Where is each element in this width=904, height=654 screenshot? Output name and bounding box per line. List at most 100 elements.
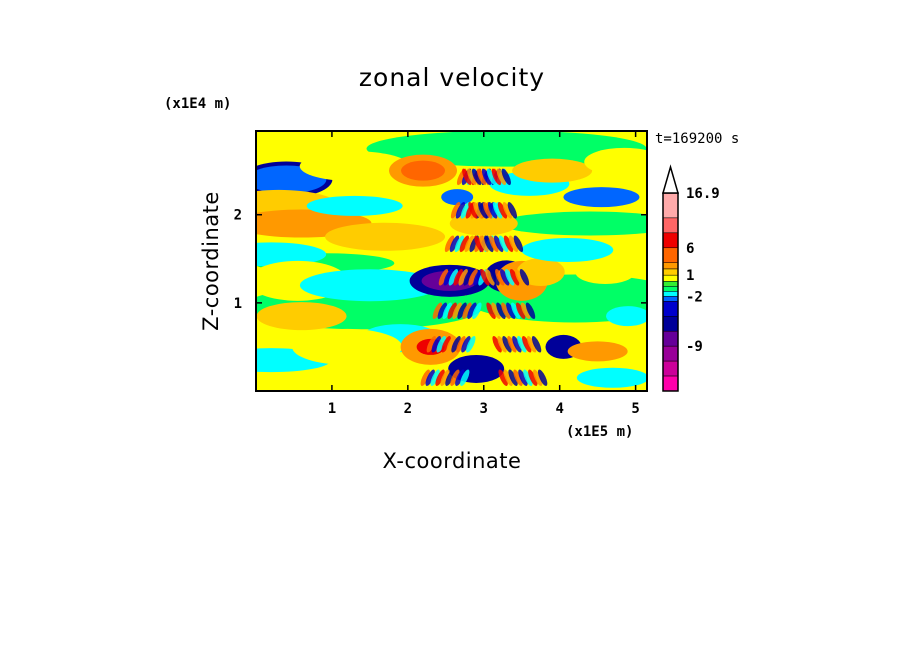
contour-patch [299,269,440,302]
colorbar-segment [662,316,679,332]
plot-area [256,131,647,391]
wave-streak [468,202,478,219]
colorbar-segment [662,217,679,234]
wave-streak [473,202,483,219]
wave-streak [420,369,430,387]
colorbar-labels: 16.9 6 1 -2 -9 [686,186,720,355]
wave-streak [450,369,460,387]
contour-patch [521,237,614,262]
contour-patch [256,302,347,331]
wave-streak [436,336,446,353]
wave-streak [504,269,515,286]
contour-patch [306,195,403,216]
colorbar-label: 6 [686,241,694,257]
wave-streak [454,235,465,253]
wave-streak [458,269,468,286]
wave-streak [503,369,513,387]
contour-patch [292,328,403,365]
y-axis-label: Z-coordinate [199,191,223,331]
x-axis-label: X-coordinate [383,449,522,473]
wave-streak [508,369,518,387]
colorbar-segment [662,330,679,347]
contour-patch [575,260,636,285]
contour-patch [512,158,593,183]
contour-patch [401,160,446,181]
wave-streak [431,336,441,353]
wave-streak [425,369,435,387]
wave-streak [483,202,493,219]
wave-streak [537,369,548,387]
x-tick-label: 5 [631,401,639,417]
wave-streak [462,168,472,186]
contour-patch [576,367,647,388]
wave-streak [472,168,482,186]
contour-patch [563,187,640,208]
wave-streak [453,269,463,286]
wave-streak [459,235,469,253]
wave-streak [462,302,472,320]
wave-streak [444,235,455,253]
wave-streak [460,369,470,387]
wave-streak [512,336,522,353]
wave-streak [526,336,537,353]
wave-streak [484,235,494,253]
wave-streak [481,168,492,186]
wave-streak [513,235,524,253]
wave-streak [452,302,462,320]
x-tick-label: 2 [404,401,412,417]
time-label: t=169200 s [655,131,739,147]
colorbar-label: 16.9 [686,186,720,202]
colorbar-segment [662,291,679,297]
wave-streak [473,269,483,286]
wave-streak [507,202,518,219]
wave-streak [513,369,523,387]
wave-streak [498,235,509,253]
wave-streak [456,336,466,353]
wave-streak [489,235,499,253]
wave-streak [486,302,496,320]
wave-streak [474,235,484,253]
wave-streak [468,269,478,286]
wave-streak [522,336,532,353]
x-unit-label: (x1E5 m) [566,424,633,440]
wave-streak [486,168,497,186]
wave-streak [455,202,466,219]
wave-streak [493,235,504,253]
wave-streak [508,235,519,253]
wave-streak [437,302,447,320]
wave-streak [491,168,502,186]
wave-streak [480,269,490,286]
colorbar [662,164,679,392]
colorbar-label: -2 [686,289,703,305]
wave-streak [485,269,495,286]
colorbar-segment [662,360,679,377]
wave-streak [490,269,500,286]
wave-streak [472,302,482,320]
wave-streak [492,202,503,219]
y-tick-label: 2 [234,208,242,224]
colorbar-segment [662,281,679,287]
wave-streak [507,336,517,353]
wave-streak [467,168,477,186]
colorbar-segment [662,268,679,276]
contour-band [500,211,647,236]
wave-streaks [420,168,548,387]
contour-patch [567,341,628,362]
wave-streak [451,336,461,353]
wave-streak [525,302,536,320]
wave-streak [491,302,501,320]
wave-streak [449,235,460,253]
wave-streak [466,336,476,353]
wave-streak [435,369,445,387]
colorbar-segment [662,232,679,249]
wave-streak [445,369,455,387]
y-tick-label: 1 [234,296,242,312]
x-tick-label: 4 [555,401,563,417]
wave-streak [518,369,528,387]
wave-streak [430,369,440,387]
wave-streak [497,202,508,219]
wave-streak [478,202,488,219]
wave-streak [519,269,530,286]
x-axis-ticks: 1 2 3 4 5 [328,131,640,417]
colorbar-segment [662,345,679,362]
